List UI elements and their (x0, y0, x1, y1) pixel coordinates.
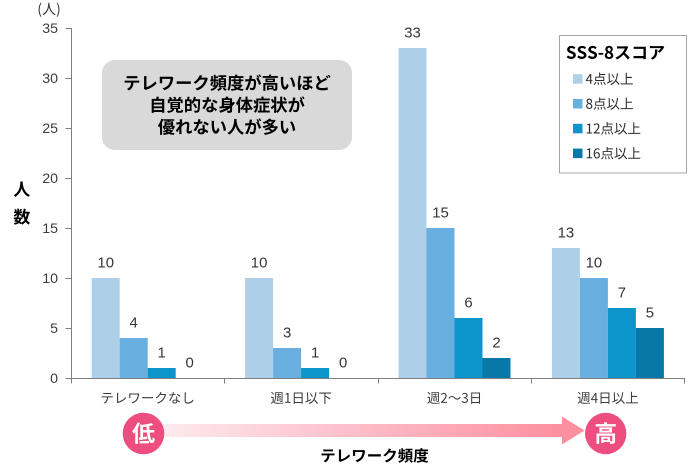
svg-text:35: 35 (42, 21, 58, 37)
svg-text:1: 1 (311, 345, 319, 361)
svg-text:0: 0 (50, 371, 58, 387)
svg-text:13: 13 (558, 225, 575, 241)
svg-text:10: 10 (586, 255, 603, 271)
svg-text:0: 0 (186, 355, 194, 371)
svg-text:15: 15 (42, 221, 58, 237)
svg-text:10: 10 (42, 271, 58, 287)
svg-text:0: 0 (339, 355, 347, 371)
svg-text:25: 25 (42, 121, 58, 137)
svg-text:5: 5 (646, 305, 654, 321)
svg-text:30: 30 (42, 71, 58, 87)
svg-text:4: 4 (130, 315, 138, 331)
svg-text:3: 3 (283, 325, 291, 341)
svg-text:5: 5 (50, 321, 58, 337)
svg-text:10: 10 (251, 255, 268, 271)
svg-text:1: 1 (158, 345, 166, 361)
svg-text:20: 20 (42, 171, 58, 187)
svg-text:15: 15 (432, 205, 449, 221)
svg-text:33: 33 (404, 25, 421, 41)
svg-text:6: 6 (464, 295, 472, 311)
svg-text:2: 2 (492, 335, 500, 351)
svg-text:7: 7 (618, 285, 626, 301)
svg-text:10: 10 (97, 255, 114, 271)
